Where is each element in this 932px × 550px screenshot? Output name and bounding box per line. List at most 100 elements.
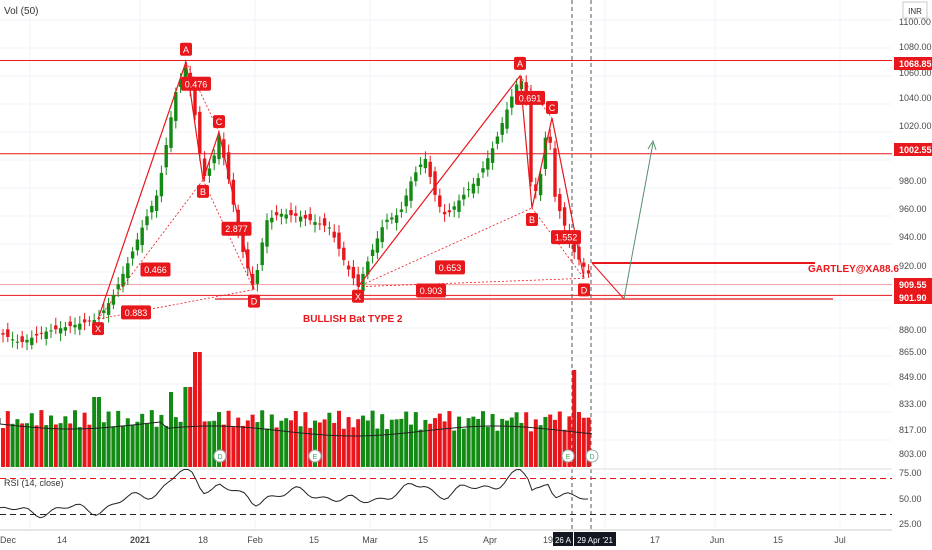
pattern-two-point-d-label: D (581, 285, 588, 295)
currency-box[interactable] (902, 1, 928, 19)
candle-body (409, 181, 413, 201)
volume-bar (586, 417, 591, 467)
candle-body (308, 213, 312, 221)
volume-bar (385, 429, 389, 467)
candle-body (582, 262, 586, 267)
pattern-one-point-a-label: A (183, 45, 189, 55)
candle-body (231, 179, 236, 205)
rsi-line (0, 468, 589, 519)
projection-arrow (647, 139, 657, 151)
price-tick-label: 849.00 (899, 372, 927, 382)
candle-body (73, 324, 77, 328)
currency-label: INR (908, 7, 922, 16)
volume-bar (327, 412, 332, 467)
price-level-badge (894, 57, 932, 70)
candle-body (452, 206, 456, 210)
candle-body (399, 209, 404, 212)
volume-bar (495, 430, 500, 467)
volume-bar (284, 418, 289, 467)
volume-bar (418, 429, 423, 467)
pattern-one-point-b-badge (197, 184, 209, 198)
volume-bar (529, 431, 533, 467)
candle-body (380, 227, 384, 243)
price-tick-label: 880.00 (899, 325, 927, 335)
volume-bar (154, 426, 159, 467)
volume-bar (303, 412, 308, 467)
volume-indicator-label[interactable]: Vol (50) (4, 6, 38, 17)
candle-body (68, 321, 72, 327)
price-tick-label: 940.00 (899, 232, 927, 242)
price-tick-label: 1020.00 (899, 121, 932, 131)
volume-bar (111, 426, 116, 467)
rsi-indicator-label[interactable]: RSI (14, close) (4, 478, 64, 488)
rsi-tick-label: 25.00 (899, 519, 922, 529)
price-tick-label: 865.00 (899, 347, 927, 357)
volume-bar (68, 423, 73, 467)
volume-bar (351, 427, 356, 467)
candle-body (164, 145, 168, 168)
volume-bar (173, 417, 178, 467)
candle-body (121, 273, 125, 287)
candle-body (30, 337, 34, 346)
price-tick-label: 803.00 (899, 449, 927, 459)
pattern-two-point-b-badge (526, 213, 538, 226)
volume-bar (567, 416, 572, 467)
volume-bar (231, 427, 236, 467)
event-marker (308, 449, 322, 463)
rsi-pane (0, 468, 892, 519)
candle-body (423, 158, 428, 169)
candle-body (63, 327, 68, 331)
time-tick-label: 2021 (130, 535, 150, 545)
candle-body (476, 178, 480, 186)
candle-body (289, 210, 293, 216)
volume-bar (514, 412, 519, 467)
volume-bar (461, 428, 466, 467)
time-tick-label: Mar (362, 535, 378, 545)
pattern-one-ratio-line (97, 179, 204, 320)
volume-bar (63, 416, 68, 467)
pattern-one-ratio-label: 0.466 (144, 265, 167, 275)
price-tick-label: 980.00 (899, 176, 927, 186)
volume-bar (505, 420, 509, 467)
candle-body (279, 213, 284, 217)
volume-bar (375, 428, 380, 467)
volume-bar (380, 414, 385, 467)
volume-bar (44, 425, 49, 467)
volume-bar (250, 414, 255, 467)
volume-bar (149, 410, 154, 467)
volume-bar (471, 416, 476, 467)
candle-body (130, 251, 135, 259)
volume-bar (365, 420, 370, 467)
candle-body (116, 284, 120, 290)
candle-body (15, 341, 20, 343)
candle-body (505, 109, 509, 129)
candle-body (332, 231, 336, 238)
event-marker (561, 449, 575, 463)
volume-bar (125, 418, 130, 467)
event-marker (213, 449, 227, 463)
volume-bars (0, 352, 593, 467)
candle-body (351, 266, 356, 279)
volume-bar (260, 410, 265, 467)
volume-bar (361, 415, 365, 467)
pattern-one-ratio-badge (181, 76, 211, 91)
candle-body (510, 96, 514, 108)
candle-body (207, 168, 212, 176)
candle-body (481, 168, 485, 173)
pattern-one-point-c-badge (213, 115, 225, 129)
volume-bar (1, 428, 5, 467)
candle-body (255, 270, 260, 284)
volume-bar (466, 418, 471, 467)
pattern-two-ratio-line (531, 207, 585, 279)
time-tick-label: Dec (0, 535, 16, 545)
volume-bar (29, 413, 34, 467)
projection-up-line (623, 142, 654, 300)
price-tick-label: 1080.00 (899, 42, 932, 52)
price-tick-label: 1100.00 (899, 17, 931, 27)
volume-bar (97, 397, 101, 467)
volume-bar (212, 420, 217, 467)
volume-bar (404, 411, 409, 467)
pattern-two-ratio-label: 0.691 (519, 93, 542, 103)
volume-bar (58, 423, 63, 467)
